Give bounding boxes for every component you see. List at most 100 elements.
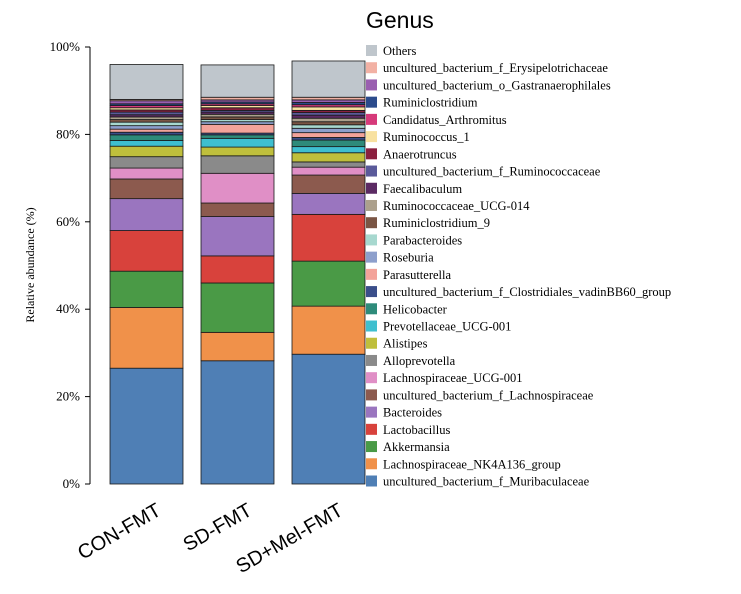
bar-segment bbox=[109, 230, 184, 272]
legend-swatch bbox=[366, 234, 377, 246]
legend-swatch bbox=[366, 268, 377, 280]
bar-segment bbox=[291, 213, 366, 262]
legend-label: uncultured_bacterium_f_Ruminococcaceae bbox=[383, 165, 601, 179]
y-tick-label: 40% bbox=[56, 301, 80, 316]
bar-segment bbox=[109, 140, 184, 147]
bar-segment bbox=[291, 132, 366, 138]
bar-segment bbox=[291, 146, 366, 154]
legend-label: Others bbox=[383, 44, 416, 58]
bar-segment bbox=[200, 360, 275, 485]
bar-segment bbox=[291, 127, 366, 134]
bar-segment bbox=[109, 367, 184, 485]
legend-swatch bbox=[366, 45, 377, 56]
legend-label: Ruminiclostridium bbox=[383, 96, 478, 110]
legend-swatch bbox=[366, 199, 377, 211]
legend-swatch bbox=[366, 337, 377, 349]
legend-label: Alistipes bbox=[383, 337, 428, 351]
y-tick-label: 0% bbox=[63, 476, 81, 491]
bar-segment bbox=[200, 331, 275, 362]
bar-segment bbox=[200, 123, 275, 134]
legend-swatch bbox=[366, 131, 377, 143]
bar-segment bbox=[291, 305, 366, 355]
legend: Others uncultured_bacterium_f_Erysipelotr… bbox=[366, 44, 671, 489]
legend-label: Anaerotruncus bbox=[383, 147, 457, 161]
legend-swatch bbox=[366, 303, 377, 315]
legend-swatch bbox=[366, 182, 377, 194]
legend-label: Lachnospiraceae_NK4A136_group bbox=[383, 457, 561, 471]
bar-segment bbox=[200, 216, 275, 257]
legend-label: uncultured_bacterium_f_Clostridiales_vad… bbox=[383, 285, 671, 299]
legend-label: Faecalibaculum bbox=[383, 182, 462, 196]
legend-label: Ruminococcaceae_UCG-014 bbox=[383, 199, 530, 213]
legend-swatch bbox=[366, 62, 377, 74]
bar-segment bbox=[291, 161, 366, 168]
bar-segment bbox=[109, 145, 184, 158]
bar-segment bbox=[109, 198, 184, 231]
y-tick-label: 20% bbox=[56, 389, 80, 404]
bar-segment bbox=[291, 174, 366, 194]
bar-segment bbox=[109, 128, 184, 133]
legend-label: Ruminiclostridium_9 bbox=[383, 216, 490, 230]
legend-label: uncultured_bacterium_f_Lachnospiraceae bbox=[383, 388, 594, 402]
legend-swatch bbox=[366, 148, 377, 160]
bar-segment bbox=[200, 255, 275, 284]
bar-segment bbox=[200, 134, 275, 139]
legend-swatch bbox=[366, 372, 377, 384]
bar-segment bbox=[200, 137, 275, 148]
legend-label: Akkermansia bbox=[383, 440, 450, 454]
x-category-label: CON-FMT bbox=[74, 499, 165, 564]
legend-swatch bbox=[366, 217, 377, 229]
legend-swatch bbox=[366, 458, 377, 470]
bar-segment bbox=[291, 114, 366, 119]
legend-swatch bbox=[366, 79, 377, 91]
bar-segment bbox=[291, 60, 366, 98]
legend-swatch bbox=[366, 251, 377, 263]
legend-swatch bbox=[366, 354, 377, 366]
legend-label: Ruminococcus_1 bbox=[383, 130, 470, 144]
bar-segment bbox=[200, 155, 275, 174]
bar-segment bbox=[291, 124, 366, 129]
bar-segment bbox=[200, 64, 275, 98]
legend-label: Parabacteroides bbox=[383, 233, 462, 247]
bar-segment bbox=[291, 353, 366, 485]
bar-segment bbox=[200, 282, 275, 333]
legend-swatch bbox=[366, 441, 377, 453]
bar-segment bbox=[291, 192, 366, 215]
bar-segment bbox=[109, 167, 184, 180]
bar-segment bbox=[200, 146, 275, 157]
legend-swatch bbox=[366, 113, 377, 125]
legend-label: Lachnospiraceae_UCG-001 bbox=[383, 371, 523, 385]
bar-segment bbox=[200, 172, 275, 204]
bar-segment bbox=[109, 270, 184, 308]
bar-segment bbox=[291, 260, 366, 307]
bar-segment bbox=[109, 64, 184, 100]
legend-label: uncultured_bacterium_f_Erysipelotrichace… bbox=[383, 61, 608, 75]
bar-segment bbox=[291, 106, 366, 111]
legend-swatch bbox=[366, 165, 377, 177]
y-tick-label: 60% bbox=[56, 214, 80, 229]
legend-label: Roseburia bbox=[383, 251, 434, 265]
bar-segment bbox=[109, 100, 184, 105]
legend-label: uncultured_bacterium_f_Muribaculaceae bbox=[383, 475, 590, 489]
bar-segment bbox=[291, 152, 366, 163]
bar-segment bbox=[109, 307, 184, 369]
legend-swatch bbox=[366, 96, 377, 108]
legend-swatch bbox=[366, 475, 377, 487]
legend-swatch bbox=[366, 389, 377, 401]
legend-label: Parasutterella bbox=[383, 268, 451, 282]
legend-label: Helicobacter bbox=[383, 302, 448, 316]
legend-swatch bbox=[366, 320, 377, 332]
legend-label: Candidatus_Arthromitus bbox=[383, 113, 507, 127]
legend-title: Genus bbox=[366, 7, 434, 33]
legend-swatch bbox=[366, 286, 377, 298]
legend-label: Lactobacillus bbox=[383, 423, 450, 437]
bar-segment bbox=[200, 202, 275, 217]
bars bbox=[109, 60, 366, 485]
bar-segment bbox=[291, 121, 366, 126]
legend-swatch bbox=[366, 423, 377, 435]
bar-segment bbox=[109, 134, 184, 141]
legend-swatch bbox=[366, 406, 377, 418]
y-axis: 0% 20% 40% 60% 80% 100% bbox=[50, 39, 91, 491]
bar-segment bbox=[291, 117, 366, 123]
